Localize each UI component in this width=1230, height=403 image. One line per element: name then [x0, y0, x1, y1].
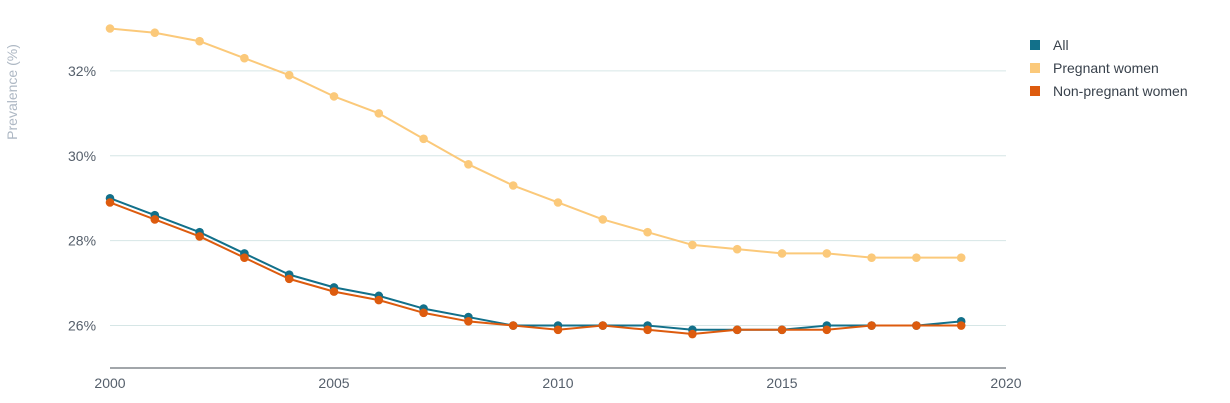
- data-point-non-pregnant-women[interactable]: [822, 325, 832, 335]
- data-point-non-pregnant-women[interactable]: [688, 329, 697, 339]
- legend-label: Non-pregnant women: [1053, 82, 1188, 99]
- data-point-non-pregnant-women[interactable]: [553, 325, 563, 335]
- data-point-non-pregnant-women[interactable]: [195, 232, 204, 241]
- series-line-non-pregnant-women: [109, 201, 962, 336]
- series-points: [105, 24, 966, 339]
- data-point-non-pregnant-women[interactable]: [329, 287, 339, 296]
- data-point-non-pregnant-women[interactable]: [464, 317, 473, 326]
- data-point-pregnant-women[interactable]: [822, 249, 832, 258]
- y-axis-tick-labels: 26% 28% 30% 32%: [68, 63, 96, 334]
- data-point-pregnant-women[interactable]: [912, 253, 921, 262]
- x-axis-tick-labels: 2000 2005 2010 2015 2020: [94, 375, 1021, 391]
- x-tick-label: 2010: [542, 375, 573, 391]
- data-point-non-pregnant-women[interactable]: [419, 308, 428, 318]
- data-point-pregnant-women[interactable]: [867, 253, 876, 262]
- data-point-non-pregnant-women[interactable]: [867, 321, 876, 330]
- y-tick-label: 30%: [68, 148, 96, 164]
- data-point-pregnant-women[interactable]: [419, 134, 428, 144]
- y-tick-label: 32%: [68, 63, 96, 79]
- legend-item[interactable]: Pregnant women: [1030, 56, 1225, 79]
- data-point-pregnant-women[interactable]: [464, 159, 473, 169]
- legend-swatch: [1030, 62, 1040, 73]
- data-point-non-pregnant-women[interactable]: [643, 325, 652, 335]
- data-point-non-pregnant-women[interactable]: [912, 321, 921, 330]
- data-point-non-pregnant-women[interactable]: [150, 215, 160, 224]
- legend-swatch: [1030, 85, 1040, 96]
- data-point-non-pregnant-women[interactable]: [956, 321, 966, 330]
- x-tick-label: 2020: [990, 375, 1021, 391]
- x-tick-label: 2000: [94, 375, 125, 391]
- data-point-pregnant-women[interactable]: [240, 53, 249, 63]
- series-line-all: [109, 197, 962, 331]
- data-point-non-pregnant-women[interactable]: [240, 253, 249, 262]
- data-point-pregnant-women[interactable]: [150, 28, 160, 38]
- data-point-pregnant-women[interactable]: [777, 249, 787, 258]
- y-axis-label: Prevalence (%): [4, 44, 20, 140]
- legend-swatch: [1030, 39, 1040, 50]
- data-point-pregnant-women[interactable]: [105, 24, 115, 33]
- data-point-pregnant-women[interactable]: [284, 70, 294, 80]
- legend-item[interactable]: All: [1030, 33, 1225, 56]
- series-line-pregnant-women: [109, 27, 962, 259]
- data-point-non-pregnant-women[interactable]: [732, 325, 742, 335]
- data-point-non-pregnant-women[interactable]: [374, 295, 384, 305]
- data-point-pregnant-women[interactable]: [508, 181, 518, 190]
- legend: All Pregnant women Non-pregnant women: [1030, 33, 1225, 102]
- data-point-pregnant-women[interactable]: [643, 227, 652, 237]
- data-point-non-pregnant-women[interactable]: [105, 198, 115, 207]
- series-lines: [109, 27, 962, 336]
- legend-label: Pregnant women: [1053, 59, 1159, 76]
- data-point-pregnant-women[interactable]: [329, 92, 339, 101]
- data-point-pregnant-women[interactable]: [688, 240, 697, 250]
- data-point-pregnant-women[interactable]: [956, 253, 966, 262]
- x-tick-label: 2015: [766, 375, 797, 391]
- data-point-non-pregnant-women[interactable]: [598, 321, 608, 330]
- legend-item[interactable]: Non-pregnant women: [1030, 79, 1225, 102]
- data-point-pregnant-women[interactable]: [195, 36, 204, 46]
- data-point-non-pregnant-women[interactable]: [777, 325, 787, 335]
- data-point-non-pregnant-women[interactable]: [284, 274, 294, 284]
- data-point-non-pregnant-women[interactable]: [508, 321, 518, 330]
- y-tick-label: 26%: [68, 318, 96, 334]
- data-point-pregnant-women[interactable]: [374, 109, 384, 118]
- data-point-pregnant-women[interactable]: [598, 215, 608, 224]
- y-tick-label: 28%: [68, 233, 96, 249]
- data-point-pregnant-women[interactable]: [732, 244, 742, 254]
- x-tick-label: 2005: [318, 375, 349, 391]
- data-point-pregnant-women[interactable]: [553, 198, 563, 207]
- legend-label: All: [1053, 36, 1069, 53]
